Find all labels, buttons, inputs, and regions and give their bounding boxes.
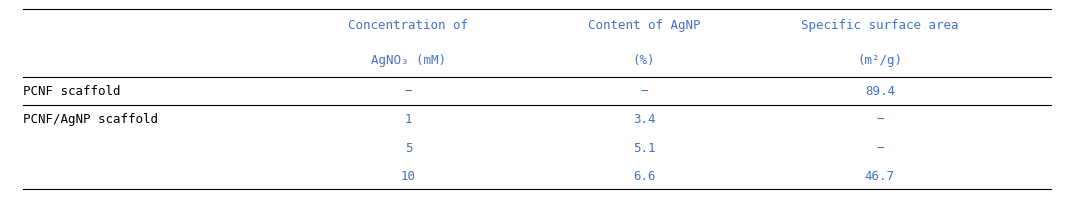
Text: 1: 1 (405, 113, 412, 126)
Text: −: − (876, 113, 884, 126)
Text: 5.1: 5.1 (633, 142, 655, 155)
Text: −: − (876, 142, 884, 155)
Text: −: − (640, 85, 648, 98)
Text: 10: 10 (401, 170, 416, 183)
Text: (%): (%) (633, 54, 655, 67)
Text: Content of AgNP: Content of AgNP (587, 19, 700, 32)
Text: PCNF scaffold: PCNF scaffold (23, 85, 120, 98)
Text: PCNF/AgNP scaffold: PCNF/AgNP scaffold (23, 113, 158, 126)
Text: 46.7: 46.7 (865, 170, 895, 183)
Text: 5: 5 (405, 142, 412, 155)
Text: 3.4: 3.4 (633, 113, 655, 126)
Text: 6.6: 6.6 (633, 170, 655, 183)
Text: Specific surface area: Specific surface area (801, 19, 958, 32)
Text: −: − (405, 85, 412, 98)
Text: 89.4: 89.4 (865, 85, 895, 98)
Text: Concentration of: Concentration of (348, 19, 468, 32)
Text: AgNO₃ (mM): AgNO₃ (mM) (371, 54, 446, 67)
Text: (m²/g): (m²/g) (857, 54, 902, 67)
